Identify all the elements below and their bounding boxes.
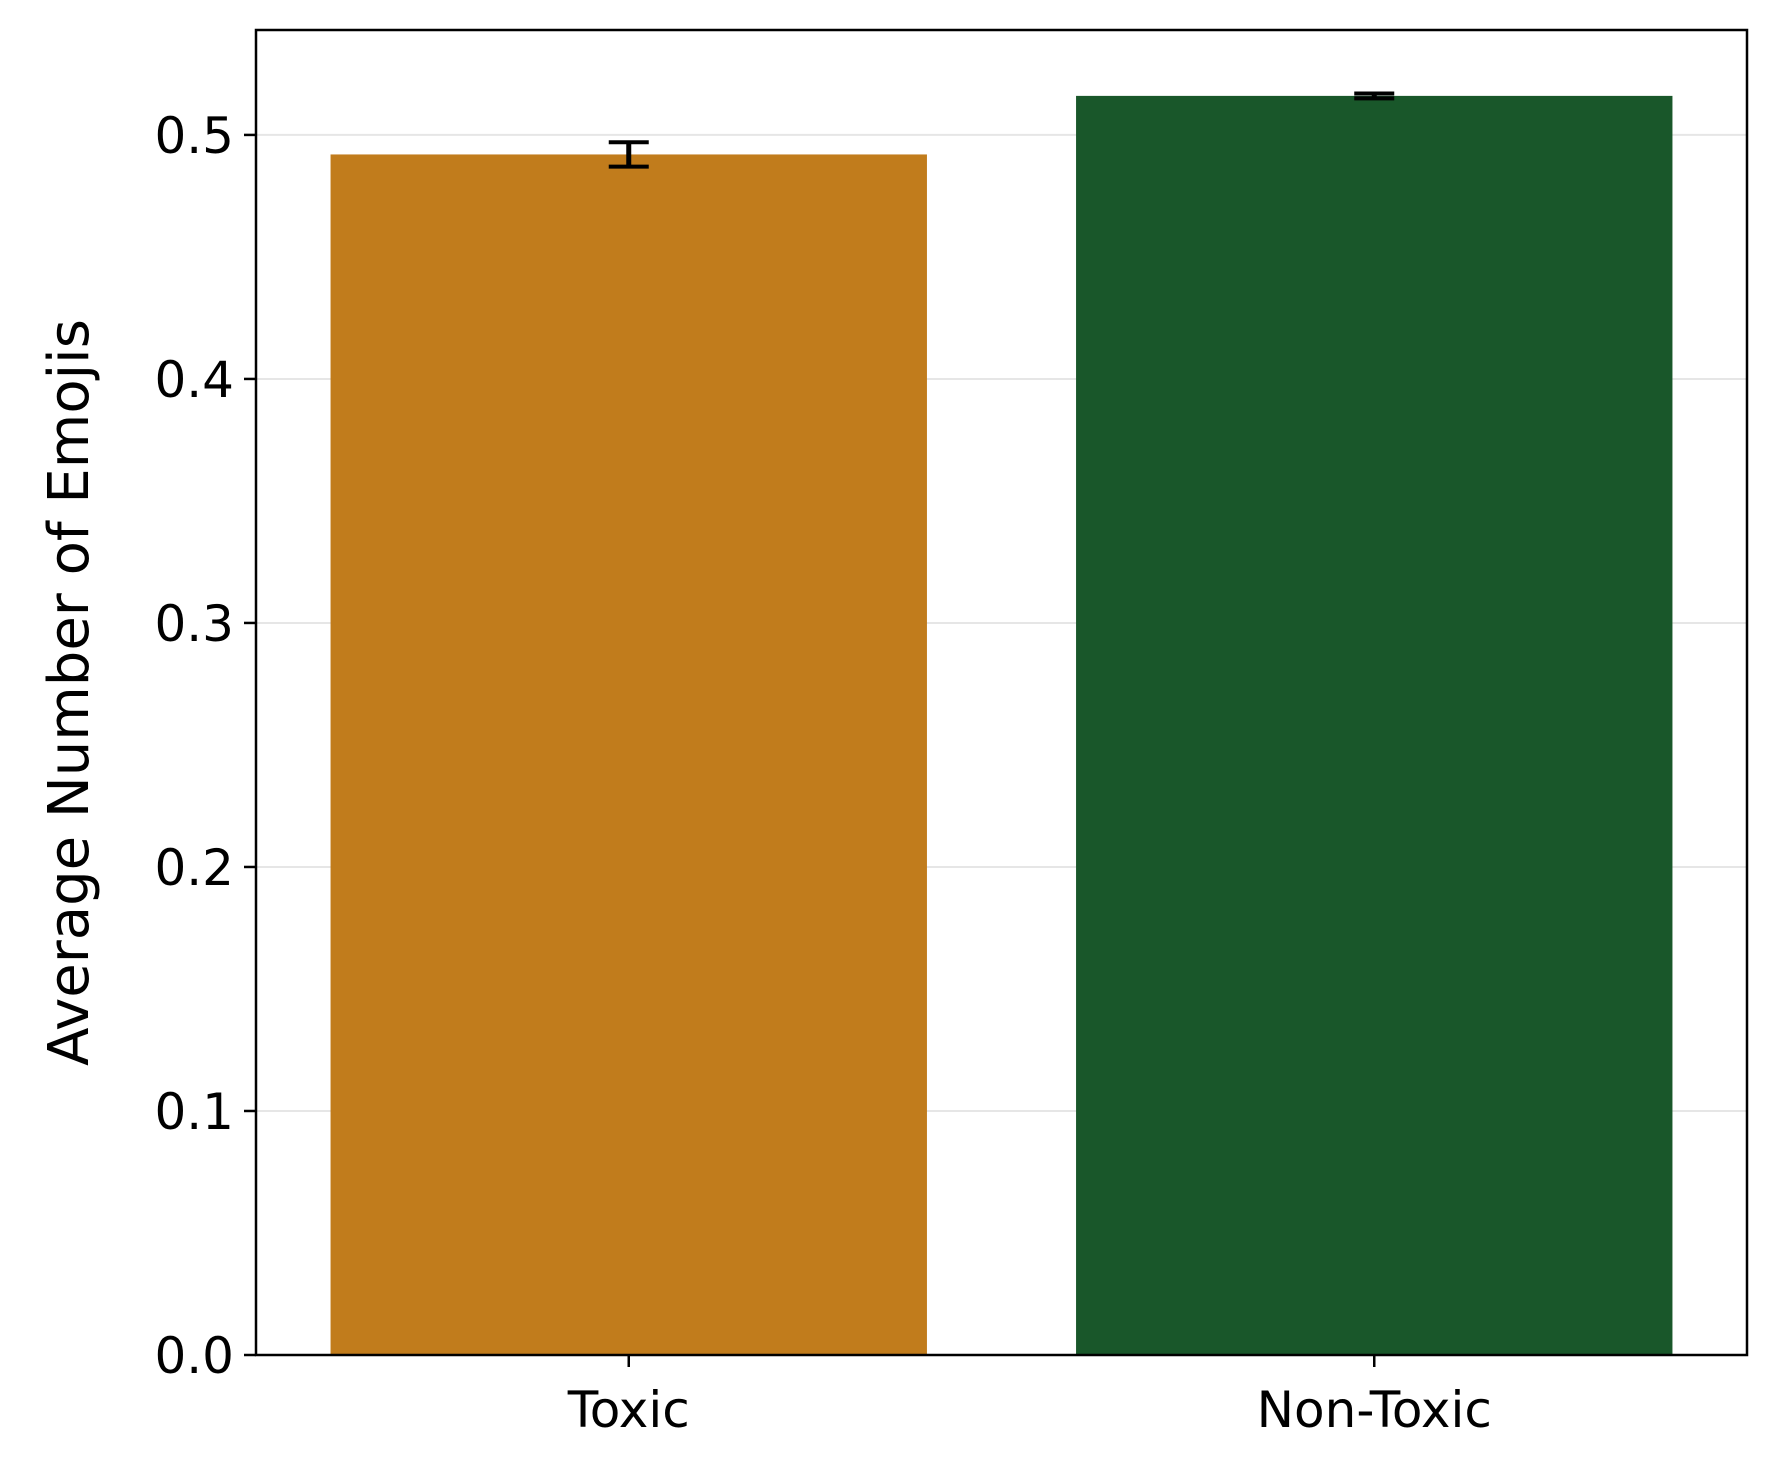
bars xyxy=(330,95,1673,1355)
bar-non-toxic xyxy=(1076,95,1673,1355)
y-tick-label: 0.5 xyxy=(154,107,234,165)
y-tick-label: 0.3 xyxy=(154,595,234,653)
x-tick-label: Non-Toxic xyxy=(1257,1381,1492,1439)
axis-ticks: 0.0 0.1 0.2 0.3 0.4 0.5 Toxic Non-Toxic xyxy=(154,107,1491,1439)
y-tick-label: 0.4 xyxy=(154,351,234,409)
plot-frame xyxy=(254,28,1749,1357)
bar-toxic xyxy=(330,154,927,1355)
x-tick-label: Toxic xyxy=(567,1381,690,1439)
y-tick-label: 0.2 xyxy=(154,839,234,897)
y-tick-label: 0.1 xyxy=(154,1083,234,1141)
y-tick-label: 0.0 xyxy=(154,1327,234,1385)
error-bars xyxy=(608,91,1395,169)
y-axis-label: Average Number of Emojis xyxy=(37,319,102,1066)
